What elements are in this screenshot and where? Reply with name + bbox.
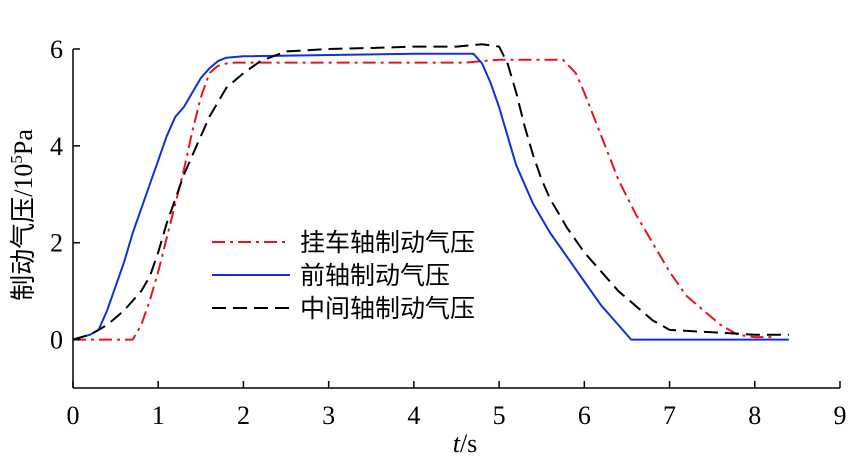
axes bbox=[72, 48, 841, 389]
series-line-2 bbox=[72, 52, 789, 341]
legend-label-2: 前轴制动气压 bbox=[300, 261, 450, 290]
x-tick-label: 3 bbox=[322, 401, 335, 430]
y-tick-label: 2 bbox=[50, 229, 63, 258]
x-tick-label: 4 bbox=[407, 401, 420, 430]
x-tick-label: 0 bbox=[67, 401, 80, 430]
x-axis-label: t/s bbox=[453, 429, 478, 458]
x-tick-label: 9 bbox=[834, 401, 847, 430]
series-line-3 bbox=[72, 43, 789, 341]
tick-labels: 0 1 2 3 4 5 6 7 8 9 0 2 4 6 bbox=[50, 35, 847, 430]
x-tick-label: 8 bbox=[748, 401, 761, 430]
y-tick-label: 0 bbox=[50, 326, 63, 355]
x-tick-label: 7 bbox=[663, 401, 676, 430]
data-curves bbox=[72, 43, 789, 341]
x-tick-label: 2 bbox=[237, 401, 250, 430]
series-line-1 bbox=[73, 58, 772, 341]
y-tick-label: 6 bbox=[50, 35, 63, 64]
y-axis-label: 制动气压/105Pa bbox=[7, 129, 38, 301]
legend-label-3: 中间轴制动气压 bbox=[300, 294, 475, 323]
y-tick-label: 4 bbox=[50, 132, 63, 161]
x-tick-label: 5 bbox=[493, 401, 506, 430]
x-tick-label: 6 bbox=[578, 401, 591, 430]
x-tick-label: 1 bbox=[152, 401, 165, 430]
legend-label-1: 挂车轴制动气压 bbox=[300, 228, 475, 257]
